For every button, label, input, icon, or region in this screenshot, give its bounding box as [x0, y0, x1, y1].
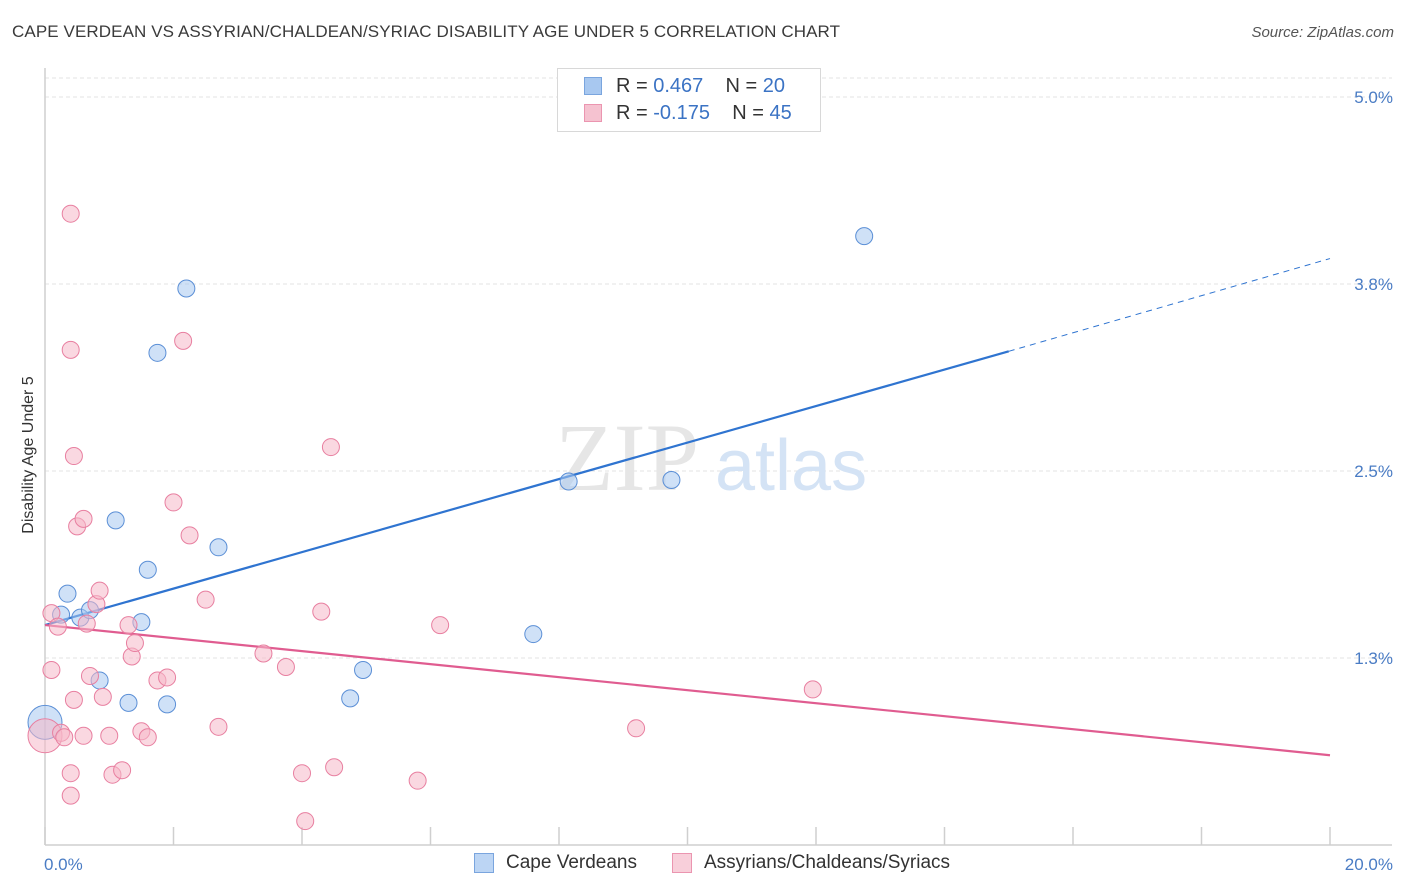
point-cape-verdean	[855, 227, 874, 246]
chart-title: CAPE VERDEAN VS ASSYRIAN/CHALDEAN/SYRIAC…	[12, 22, 841, 41]
trend-line-assyrians	[44, 623, 1331, 757]
point-cape-verdean	[119, 693, 138, 712]
point-assyrian	[64, 690, 83, 709]
point-assyrian	[61, 204, 80, 223]
watermark-atlas: atlas	[715, 426, 867, 506]
point-assyrian	[325, 758, 344, 777]
point-cape-verdean	[58, 584, 77, 603]
legend-r-label: R =	[616, 102, 654, 124]
point-assyrian	[64, 447, 83, 466]
y-tick-label: 5.0%	[1354, 88, 1393, 107]
legend-swatch-assyrians	[584, 104, 602, 122]
point-assyrian	[74, 509, 93, 528]
point-assyrian	[100, 726, 119, 745]
x-tick-label: 0.0%	[44, 855, 83, 874]
point-cape-verdean	[524, 625, 543, 644]
point-assyrian	[803, 680, 822, 699]
point-cape-verdean	[158, 695, 177, 714]
point-assyrian	[61, 340, 80, 359]
legend-n-label: N =	[725, 75, 763, 97]
y-tick-label: 1.3%	[1354, 649, 1393, 668]
point-assyrian	[90, 581, 109, 600]
point-assyrian	[321, 438, 340, 457]
point-assyrian	[276, 657, 295, 676]
point-assyrian	[296, 812, 315, 831]
point-assyrian	[48, 617, 67, 636]
watermark: ZIP atlas	[555, 404, 867, 511]
legend-r-value: -0.175	[653, 102, 710, 124]
point-cape-verdean	[559, 472, 578, 491]
point-cape-verdean	[354, 660, 373, 679]
point-cape-verdean	[138, 560, 157, 579]
point-assyrian	[209, 717, 228, 736]
y-tick-label: 3.8%	[1354, 275, 1393, 294]
point-assyrian	[158, 668, 177, 687]
point-assyrian	[61, 786, 80, 805]
point-assyrian	[180, 526, 199, 545]
stats-legend: R = 0.467 N = 20 R = -0.175 N = 45	[557, 68, 821, 132]
legend-r-value: 0.467	[653, 75, 704, 97]
point-cape-verdean	[106, 511, 125, 530]
data-points	[27, 204, 874, 831]
point-assyrian	[61, 764, 80, 783]
point-assyrian	[55, 728, 74, 747]
point-assyrian	[42, 660, 61, 679]
point-assyrian	[254, 644, 273, 663]
point-cape-verdean	[341, 689, 360, 708]
point-cape-verdean	[148, 343, 167, 362]
trend-line-cape-verdeans	[44, 350, 1010, 627]
point-assyrian	[125, 634, 144, 653]
watermark-zip: ZIP	[555, 404, 699, 511]
point-assyrian	[74, 726, 93, 745]
source-label: Source: ZipAtlas.com	[1251, 24, 1394, 41]
x-tick-label: 20.0%	[1345, 855, 1393, 874]
y-axis-label: Disability Age Under 5	[20, 376, 37, 534]
bottom-legend-label: Assyrians/Chaldeans/Syriacs	[704, 852, 951, 873]
legend-n-value: 20	[762, 75, 786, 97]
point-assyrian	[312, 602, 331, 621]
point-assyrian	[408, 771, 427, 790]
point-assyrian	[80, 666, 99, 685]
point-cape-verdean	[177, 279, 196, 298]
point-cape-verdean	[209, 538, 228, 557]
legend-n-value: 45	[769, 102, 792, 124]
point-assyrian	[77, 614, 96, 633]
bottom-legend-label: Cape Verdeans	[506, 852, 637, 873]
legend-swatch-cape-verdeans	[584, 77, 602, 95]
point-assyrian	[196, 590, 215, 609]
point-assyrian	[293, 764, 311, 783]
point-assyrian	[93, 687, 112, 706]
point-assyrian	[174, 331, 193, 350]
point-cape-verdean	[662, 470, 681, 489]
point-assyrian	[138, 728, 157, 747]
legend-r-label: R =	[616, 75, 654, 97]
tick-labels: 1.3% 2.5% 3.8% 5.0% 0.0% 20.0%	[44, 88, 1393, 874]
point-assyrian	[119, 616, 138, 635]
y-tick-label: 2.5%	[1354, 462, 1393, 481]
bottom-legend-swatch-cape-verdeans	[474, 853, 494, 873]
point-assyrian	[431, 616, 450, 635]
point-assyrian	[164, 493, 183, 512]
legend-n-label: N =	[732, 102, 770, 124]
point-assyrian	[113, 761, 132, 780]
point-assyrian	[627, 719, 646, 738]
trend-line-extension	[1008, 258, 1331, 352]
bottom-legend-swatch-assyrians	[672, 853, 692, 873]
